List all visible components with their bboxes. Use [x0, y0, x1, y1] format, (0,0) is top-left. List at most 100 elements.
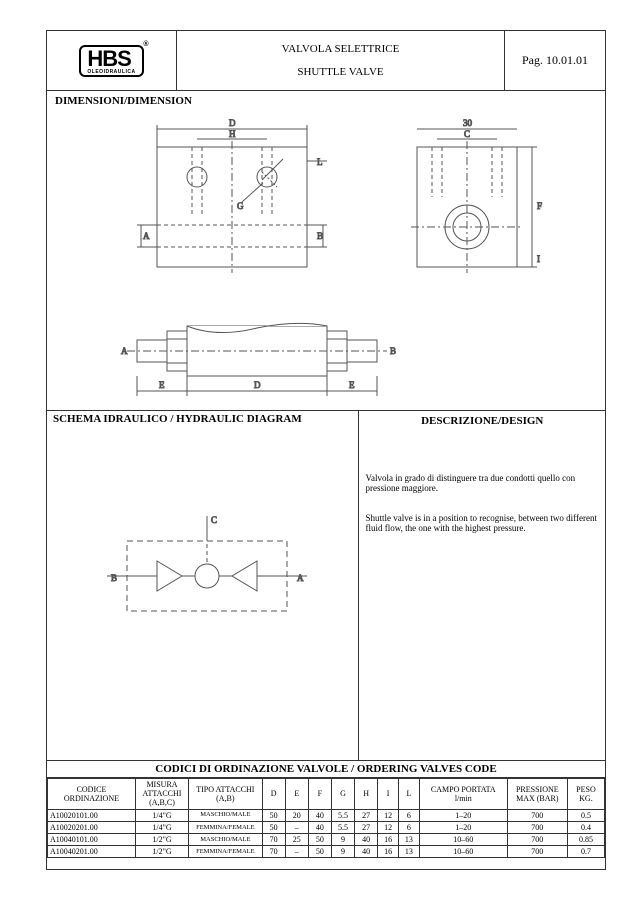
table-cell: 40: [355, 846, 378, 858]
table-cell: 1–20: [419, 809, 507, 821]
table-cell: 700: [507, 846, 567, 858]
table-row: A10020201.001/4"GFEMMINA/FEMALE50–405.52…: [48, 821, 605, 833]
table-cell: MASCHIO/MALE: [189, 833, 262, 845]
table-cell: 12: [378, 821, 399, 833]
table-col-header: E: [285, 779, 308, 810]
table-cell: A10040201.00: [48, 846, 136, 858]
dim-I: I: [537, 254, 540, 264]
table-body: A10020101.001/4"GMASCHIO/MALE5020405.527…: [48, 809, 605, 858]
table-cell: 70: [262, 833, 285, 845]
table-cell: 10–60: [419, 846, 507, 858]
schema-title: SCHEMA IDRAULICO / HYDRAULIC DIAGRAM: [47, 411, 358, 427]
table-cell: 5.5: [331, 821, 354, 833]
table-cell: 12: [378, 809, 399, 821]
table-col-header: PRESSIONE MAX (BAR): [507, 779, 567, 810]
table-cell: A10020201.00: [48, 821, 136, 833]
table-cell: 0.7: [567, 846, 604, 858]
table-row: A10040101.001/2"GMASCHIO/MALE70255094016…: [48, 833, 605, 845]
front-view-drawing: D H G L A B: [137, 117, 337, 297]
table-cell: 0.4: [567, 821, 604, 833]
title-en: SHUTTLE VALVE: [297, 66, 383, 78]
page-number: Pag. 10.01.01: [505, 31, 605, 90]
schema-A: A: [297, 573, 304, 583]
dim-D: D: [229, 118, 236, 128]
dim-D2: D: [254, 380, 261, 390]
schema-C: C: [211, 515, 217, 525]
table-cell: 9: [331, 846, 354, 858]
dim-C: C: [464, 129, 470, 139]
table-col-header: PESO KG.: [567, 779, 604, 810]
dim-B: B: [317, 231, 323, 241]
table-header-row: CODICE ORDINAZIONEMISURA ATTACCHI (A,B,C…: [48, 779, 605, 810]
logo: HBS ® OLEOIDRAULICA: [79, 45, 143, 77]
table-cell: 9: [331, 833, 354, 845]
table-cell: 13: [399, 833, 420, 845]
fitting-drawing: A B E D E: [107, 306, 407, 406]
dim-A-fitting: A: [121, 346, 128, 356]
table-col-header: H: [355, 779, 378, 810]
schema-B: B: [111, 573, 117, 583]
table-cell: 1–20: [419, 821, 507, 833]
description-en: Shuttle valve is in a position to recogn…: [365, 513, 599, 533]
table-col-header: L: [399, 779, 420, 810]
dimensions-title: DIMENSIONI/DIMENSION: [47, 91, 605, 111]
title-it: VALVOLA SELETTRICE: [282, 43, 400, 55]
table-cell: 6: [399, 821, 420, 833]
table-cell: 40: [355, 833, 378, 845]
table-cell: 10–60: [419, 833, 507, 845]
table-section: CODICI DI ORDINAZIONE VALVOLE / ORDERING…: [47, 761, 605, 858]
side-view-drawing: 30 C F I: [387, 117, 567, 297]
table-cell: 1/2"G: [135, 846, 188, 858]
table-col-header: I: [378, 779, 399, 810]
header-row: HBS ® OLEOIDRAULICA VALVOLA SELETTRICE S…: [47, 31, 605, 91]
page-frame: HBS ® OLEOIDRAULICA VALVOLA SELETTRICE S…: [46, 30, 606, 870]
table-cell: 50: [308, 833, 331, 845]
dim-G: G: [237, 201, 244, 211]
table-cell: 50: [262, 821, 285, 833]
table-cell: 16: [378, 846, 399, 858]
table-col-header: D: [262, 779, 285, 810]
table-cell: A10040101.00: [48, 833, 136, 845]
table-row: A10040201.001/2"GFEMMINA/FEMALE70–509401…: [48, 846, 605, 858]
description-it: Valvola in grado di distinguere tra due …: [365, 473, 599, 493]
description-cell: DESCRIZIONE/DESIGN Valvola in grado di d…: [359, 411, 605, 760]
table-cell: 16: [378, 833, 399, 845]
table-cell: 25: [285, 833, 308, 845]
mid-row: SCHEMA IDRAULICO / HYDRAULIC DIAGRAM B A…: [47, 411, 605, 761]
table-cell: 40: [308, 821, 331, 833]
dim-E1: E: [159, 380, 165, 390]
table-cell: A10020101.00: [48, 809, 136, 821]
table-col-header: CODICE ORDINAZIONE: [48, 779, 136, 810]
title-cell: VALVOLA SELETTRICE SHUTTLE VALVE: [177, 31, 505, 90]
table-cell: 1/2"G: [135, 833, 188, 845]
table-col-header: F: [308, 779, 331, 810]
table-row: A10020101.001/4"GMASCHIO/MALE5020405.527…: [48, 809, 605, 821]
schema-cell: SCHEMA IDRAULICO / HYDRAULIC DIAGRAM B A…: [47, 411, 359, 760]
table-cell: 0.5: [567, 809, 604, 821]
table-cell: –: [285, 846, 308, 858]
table-cell: –: [285, 821, 308, 833]
dim-H: H: [229, 129, 236, 139]
table-cell: FEMMINA/FEMALE: [189, 821, 262, 833]
ordering-table: CODICE ORDINAZIONEMISURA ATTACCHI (A,B,C…: [47, 778, 605, 858]
table-cell: 50: [308, 846, 331, 858]
logo-text: HBS: [87, 46, 130, 71]
table-col-header: CAMPO PORTATA l/min: [419, 779, 507, 810]
dim-F: F: [537, 201, 542, 211]
table-col-header: TIPO ATTACCHI (A,B): [189, 779, 262, 810]
dim-E2: E: [349, 380, 355, 390]
dim-L: L: [317, 157, 323, 167]
description-title: DESCRIZIONE/DESIGN: [365, 413, 599, 433]
table-cell: 13: [399, 846, 420, 858]
table-cell: 50: [262, 809, 285, 821]
table-cell: 40: [308, 809, 331, 821]
table-cell: 1/4"G: [135, 809, 188, 821]
dim-B2: B: [390, 346, 396, 356]
table-cell: 20: [285, 809, 308, 821]
table-cell: 0.85: [567, 833, 604, 845]
registered-icon: ®: [143, 41, 147, 48]
table-cell: FEMMINA/FEMALE: [189, 846, 262, 858]
table-cell: 5.5: [331, 809, 354, 821]
table-cell: 27: [355, 809, 378, 821]
table-title: CODICI DI ORDINAZIONE VALVOLE / ORDERING…: [47, 761, 605, 778]
